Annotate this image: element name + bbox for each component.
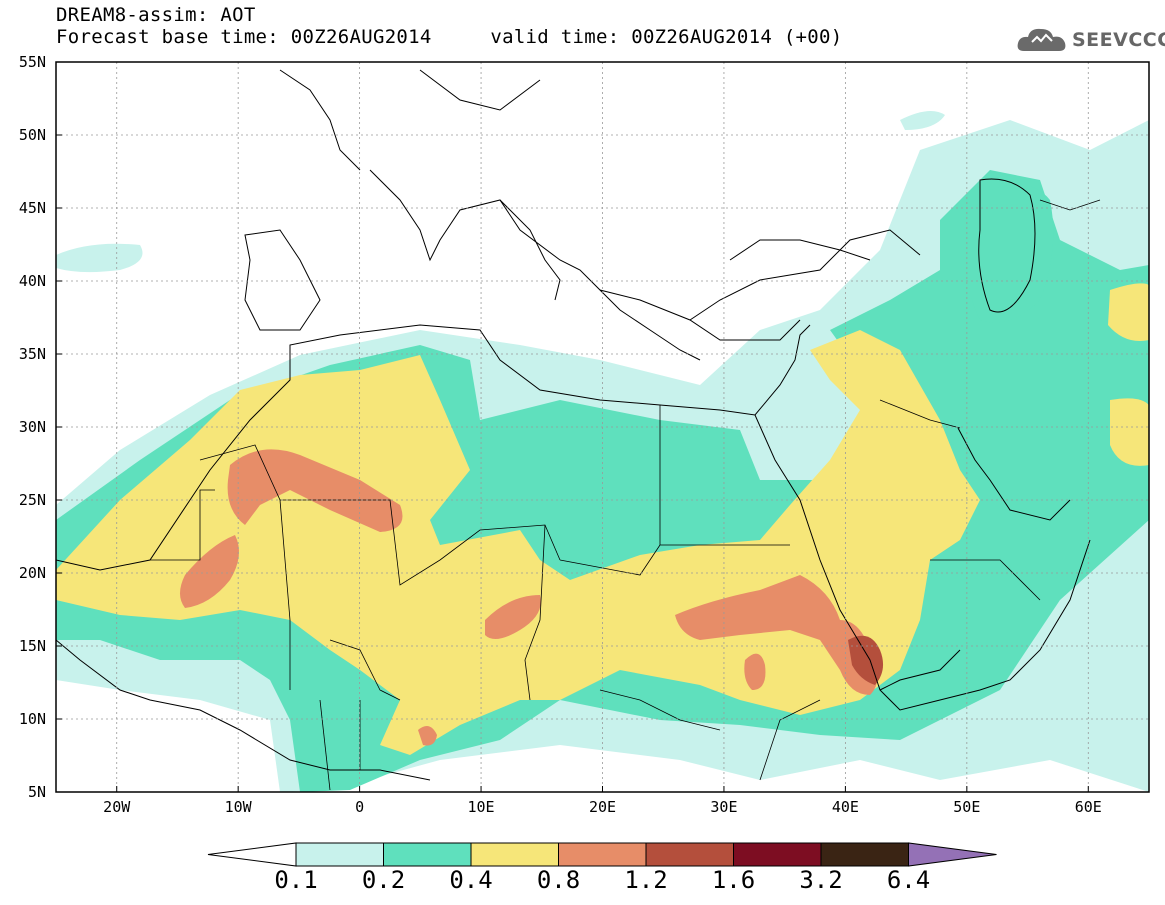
colorbar-swatch xyxy=(295,842,384,867)
coastlines xyxy=(56,69,1091,781)
y-tick-label: 15N xyxy=(18,637,46,655)
y-tick-label: 5N xyxy=(27,783,46,801)
colorbar-label: 0.1 xyxy=(274,866,318,894)
x-tick-label: 0 xyxy=(355,798,365,816)
y-tick-label: 10N xyxy=(18,710,46,728)
x-tick-label: 20E xyxy=(588,798,617,816)
colorbar-label: 1.2 xyxy=(624,866,668,894)
aot-band-0-8 xyxy=(180,449,878,746)
chart-title: DREAM8-assim: AOT xyxy=(56,4,256,26)
x-tick-label: 50E xyxy=(953,798,981,816)
x-tick-label: 30E xyxy=(710,798,738,816)
x-tick-label: 10E xyxy=(467,798,495,816)
cloud-logo-icon xyxy=(1017,28,1066,51)
forecast-time-subtitle: Forecast base time: 00Z26AUG2014 valid t… xyxy=(56,26,843,48)
x-tick-label: 60E xyxy=(1074,798,1102,816)
colorbar-label: 1.6 xyxy=(711,866,756,894)
colorbar xyxy=(207,842,997,867)
colorbar-swatch xyxy=(383,842,472,867)
borders xyxy=(150,199,1101,791)
colorbar-swatch xyxy=(470,842,559,867)
y-tick-label: 20N xyxy=(18,564,46,582)
colorbar-swatch xyxy=(733,842,822,867)
aot-fields xyxy=(56,111,1149,792)
logo-text: SEEVCCC xyxy=(1072,29,1165,51)
y-tick-label: 35N xyxy=(18,345,46,363)
y-tick-label: 55N xyxy=(18,53,46,71)
seevccc-logo: SEEVCCC xyxy=(1016,24,1165,56)
colorbar-label: 0.4 xyxy=(449,866,493,894)
aot-band-0-4 xyxy=(56,283,1149,755)
axis-ticks xyxy=(56,61,1089,793)
y-tick-label: 50N xyxy=(18,126,46,144)
colorbar-under-arrow xyxy=(207,842,297,867)
colorbar-over-arrow xyxy=(908,842,997,867)
colorbar-swatch xyxy=(558,842,647,867)
gridlines xyxy=(56,62,1149,792)
colorbar-label: 6.4 xyxy=(886,866,931,894)
colorbar-swatch xyxy=(645,842,734,867)
colorbar-label: 3.2 xyxy=(799,866,843,894)
x-tick-label: 10W xyxy=(224,798,252,816)
x-tick-label: 40E xyxy=(831,798,859,816)
colorbar-label: 0.2 xyxy=(361,866,406,894)
y-tick-label: 40N xyxy=(18,272,46,290)
y-tick-label: 45N xyxy=(18,199,46,217)
y-tick-label: 25N xyxy=(18,491,46,509)
colorbar-label: 0.8 xyxy=(536,866,581,894)
colorbar-swatch xyxy=(820,842,909,867)
y-tick-label: 30N xyxy=(18,418,46,436)
x-tick-label: 20W xyxy=(103,798,131,816)
